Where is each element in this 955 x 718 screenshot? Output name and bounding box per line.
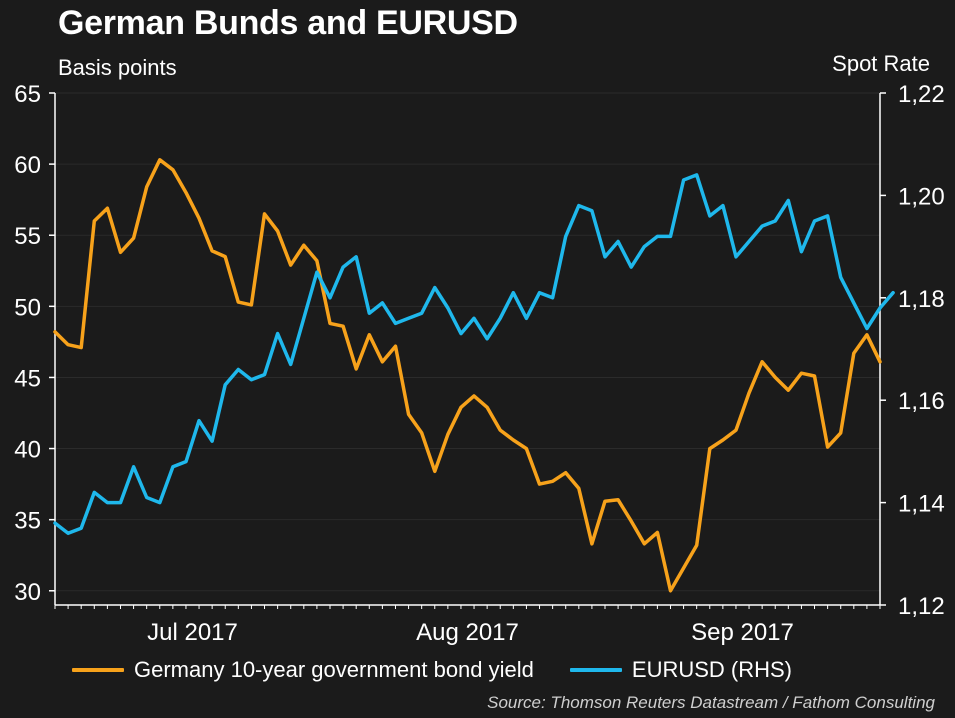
- chart-title: German Bunds and EURUSD: [58, 4, 518, 42]
- left-tick-label-55: 55: [14, 223, 41, 250]
- left-tick-label-65: 65: [14, 81, 41, 108]
- right-tick-label-1,18: 1,18: [898, 286, 945, 313]
- left-tick-label-40: 40: [14, 437, 41, 464]
- left-tick-label-45: 45: [14, 365, 41, 392]
- right-axis-label: Spot Rate: [832, 51, 930, 76]
- left-tick-label-60: 60: [14, 152, 41, 179]
- series-lines: [53, 158, 895, 593]
- right-tick-label-1,20: 1,20: [898, 183, 945, 210]
- x-tick-label-aug-2017: Aug 2017: [416, 619, 519, 646]
- series-line-eurusd: [53, 173, 895, 536]
- legend-swatch-eurusd: [569, 668, 622, 672]
- left-tick-label-50: 50: [14, 294, 41, 321]
- legend-label-bund: Germany 10-year government bond yield: [134, 657, 534, 682]
- legend-item-eurusd: EURUSD (RHS): [569, 657, 793, 683]
- legend-item-bund: Germany 10-year government bond yield: [72, 657, 534, 683]
- gridlines: [55, 92, 880, 592]
- source-note: Source: Thomson Reuters Datastream / Fat…: [487, 693, 935, 712]
- legend-swatch-bund: [72, 668, 124, 672]
- x-tick-label-sep-2017: Sep 2017: [691, 619, 794, 646]
- right-tick-label-1,16: 1,16: [898, 388, 945, 415]
- legend-label-eurusd: EURUSD (RHS): [631, 657, 793, 682]
- right-tick-label-1,12: 1,12: [898, 593, 945, 620]
- right-tick-label-1,14: 1,14: [898, 491, 945, 518]
- series-line-bund-yield: [53, 158, 882, 593]
- x-tick-label-jul-2017: Jul 2017: [147, 619, 238, 646]
- left-tick-label-35: 35: [14, 508, 41, 535]
- axes: 65 60 55 50 45 40 35 30 1,22 1,20 1,18 1,16 1,14 1,12…: [14, 81, 944, 646]
- right-tick-label-1,22: 1,22: [898, 81, 945, 108]
- left-tick-label-30: 30: [14, 579, 41, 606]
- legend: Germany 10-year government bond yield EU…: [72, 657, 828, 683]
- left-axis-label: Basis points: [58, 55, 177, 80]
